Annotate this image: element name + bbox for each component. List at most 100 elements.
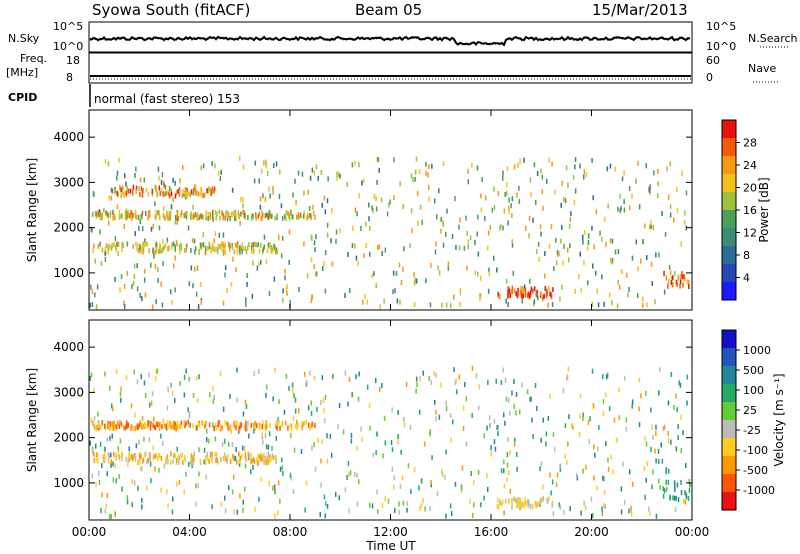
data-cell xyxy=(282,470,284,476)
data-cell xyxy=(140,454,142,460)
data-cell xyxy=(232,211,235,217)
data-cell xyxy=(440,382,442,388)
data-cell xyxy=(143,177,146,183)
data-cell xyxy=(421,219,423,225)
data-cell xyxy=(559,463,561,469)
data-cell xyxy=(265,163,268,169)
data-cell xyxy=(222,250,225,256)
data-cell xyxy=(312,210,315,216)
data-cell xyxy=(377,156,380,162)
data-cell xyxy=(158,421,161,427)
data-cell xyxy=(403,422,406,428)
data-cell xyxy=(425,278,427,284)
data-cell xyxy=(144,422,146,428)
data-cell xyxy=(653,170,655,176)
data-cell xyxy=(214,451,216,457)
data-cell xyxy=(120,213,123,219)
data-cell xyxy=(411,228,413,234)
data-cell xyxy=(223,245,225,251)
data-cell xyxy=(623,375,626,381)
data-cell xyxy=(227,425,229,431)
data-cell xyxy=(676,282,678,288)
data-cell xyxy=(569,506,571,512)
data-cell xyxy=(124,304,126,310)
data-cell xyxy=(508,470,510,476)
data-cell xyxy=(263,244,265,250)
data-cell xyxy=(506,166,509,172)
data-cell xyxy=(150,478,152,484)
data-cell xyxy=(319,512,321,517)
noise-panel xyxy=(88,21,693,53)
data-cell xyxy=(264,196,267,202)
data-cell xyxy=(274,513,276,519)
data-cell xyxy=(665,479,667,485)
data-cell xyxy=(258,261,260,267)
data-cell xyxy=(445,449,447,455)
data-cell xyxy=(190,211,193,217)
data-cell xyxy=(488,271,491,277)
data-cell xyxy=(215,215,217,221)
data-cell xyxy=(190,453,193,459)
data-cell xyxy=(620,205,622,211)
data-cell xyxy=(182,189,184,195)
data-cell xyxy=(142,459,144,465)
data-cell xyxy=(593,475,595,481)
data-cell xyxy=(684,210,686,216)
data-cell xyxy=(276,213,278,218)
data-cell xyxy=(497,291,499,297)
data-cell xyxy=(424,506,426,512)
data-cell xyxy=(514,497,516,503)
data-cell xyxy=(160,246,162,251)
colorbar-frame xyxy=(721,329,737,511)
data-cell xyxy=(337,424,339,430)
data-cell xyxy=(204,420,207,426)
data-cell xyxy=(224,508,227,514)
data-cell xyxy=(235,213,237,219)
data-cell xyxy=(522,293,524,299)
data-cell xyxy=(335,229,338,235)
data-cell xyxy=(651,484,653,490)
data-cell xyxy=(169,289,172,295)
data-cell xyxy=(625,272,628,278)
data-cell xyxy=(239,421,241,427)
data-cell xyxy=(214,209,217,215)
data-cell xyxy=(331,261,334,267)
data-cell xyxy=(358,193,360,199)
data-cell xyxy=(125,215,127,221)
data-cell xyxy=(204,423,206,429)
data-cell xyxy=(584,505,587,511)
data-cell xyxy=(170,424,173,430)
data-cell xyxy=(236,459,238,465)
data-cell xyxy=(250,452,252,458)
data-cell xyxy=(194,249,196,255)
data-cell xyxy=(254,420,257,426)
data-cell xyxy=(376,156,379,162)
data-cell xyxy=(155,299,157,305)
data-cell xyxy=(477,469,480,475)
data-cell xyxy=(452,419,454,425)
data-cell xyxy=(394,288,396,294)
data-cell xyxy=(652,434,654,440)
data-cell xyxy=(151,191,154,197)
data-cell xyxy=(115,452,117,458)
data-cell xyxy=(533,162,536,168)
velocity-panel xyxy=(88,319,693,521)
data-cell xyxy=(135,443,138,449)
data-cell xyxy=(521,382,523,388)
data-cell xyxy=(257,453,259,459)
cpid-label: CPID xyxy=(8,91,37,104)
data-cell xyxy=(670,280,673,285)
data-cell xyxy=(225,210,227,216)
data-cell xyxy=(174,398,176,403)
data-cell xyxy=(174,244,176,250)
data-cell xyxy=(277,510,279,516)
data-cell xyxy=(226,212,228,218)
data-cell xyxy=(665,275,667,281)
data-cell xyxy=(546,497,548,503)
data-cell xyxy=(266,423,268,429)
data-cell xyxy=(497,497,499,503)
data-cell xyxy=(269,454,271,460)
data-cell xyxy=(238,428,240,434)
data-cell xyxy=(170,382,172,388)
data-cell xyxy=(358,162,360,168)
